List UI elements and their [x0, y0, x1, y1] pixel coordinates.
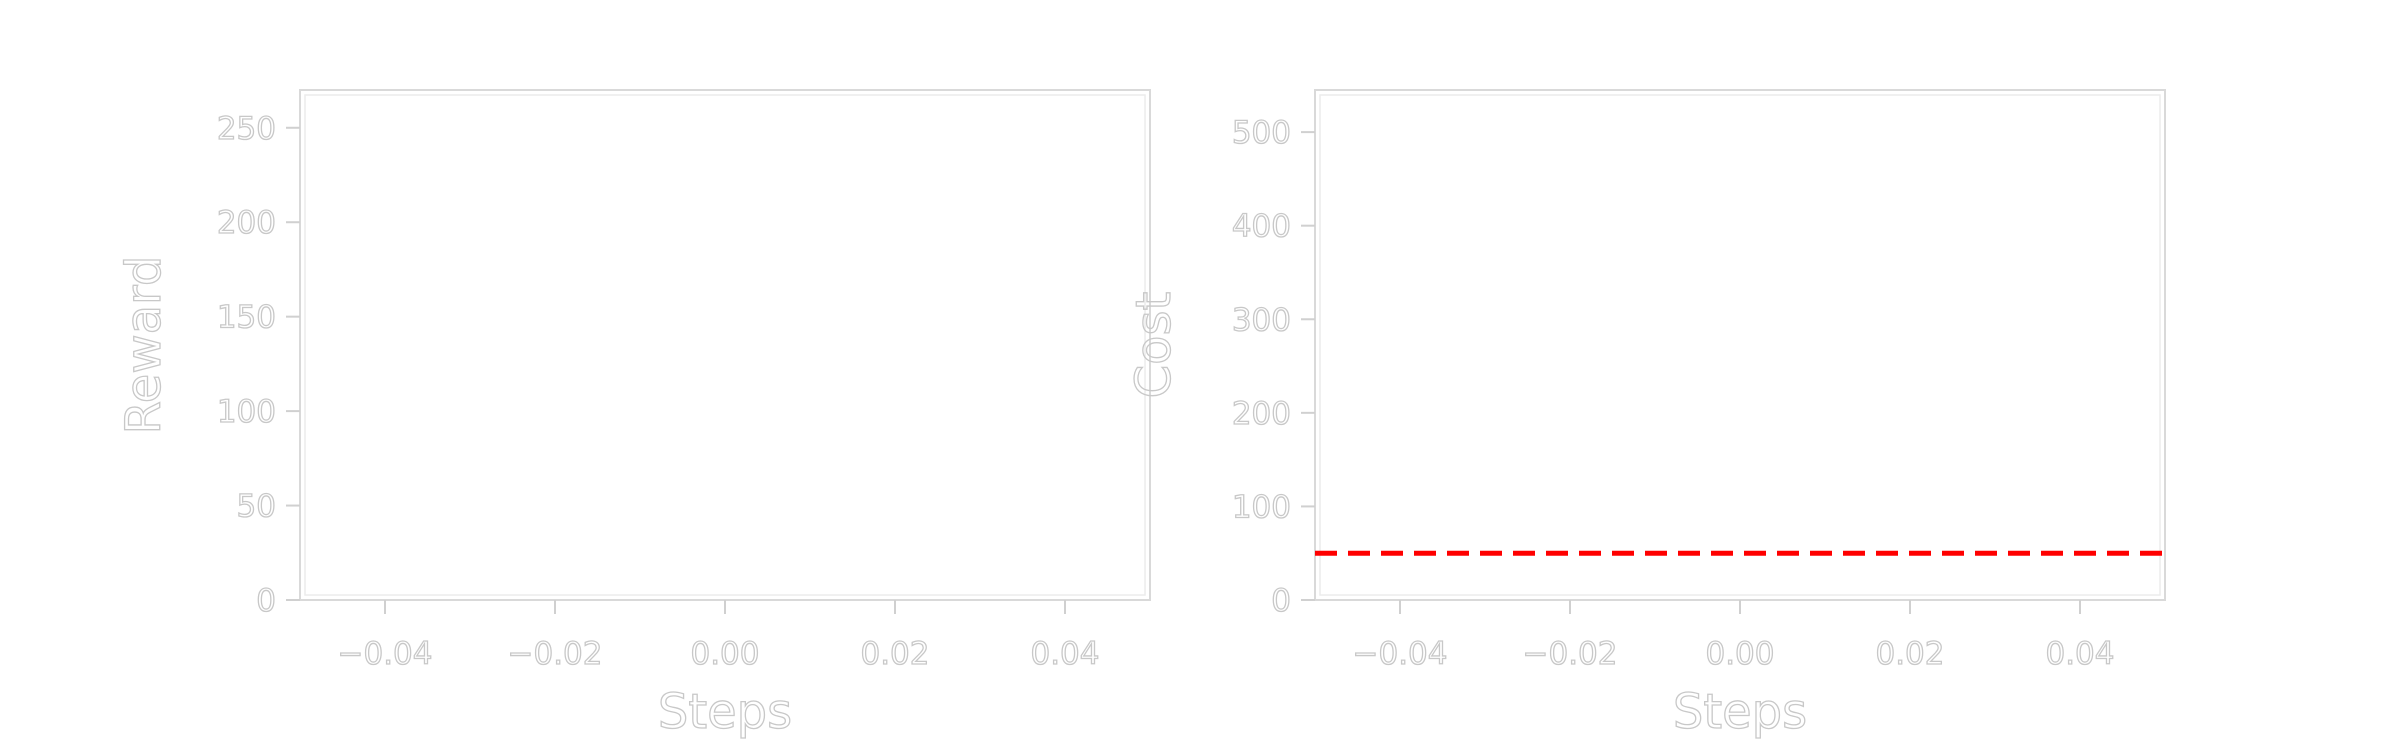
cost-ytick-label: 200: [1232, 396, 1291, 432]
reward-y-axis-label: Reward: [116, 256, 172, 435]
reward-ytick-label: 0: [256, 583, 276, 619]
cost-ytick-label: 100: [1232, 489, 1291, 525]
reward-xtick-label: 0.02: [860, 636, 929, 672]
reward-ytick-label: 250: [217, 111, 276, 147]
cost-xtick-label: 0.02: [1875, 636, 1944, 672]
reward-xtick-label: 0.04: [1030, 636, 1099, 672]
cost-ytick-label: 300: [1232, 302, 1291, 338]
reward-ytick-label: 50: [237, 489, 276, 525]
reward-xtick-label: −0.04: [338, 636, 433, 672]
reward-panel: 0 50 100 150 200 250 −0.04 −0.02 0.00 0.02 0.04 Ste…: [115, 89, 1151, 741]
reward-xtick-label: 0.00: [690, 636, 759, 672]
reward-ytick-label: 100: [217, 394, 276, 430]
cost-panel: 0 100 200 300 400 500 −0.04 −0.02 0.00 0.02 0.04 St…: [1125, 89, 2166, 741]
reward-ytick-label: 150: [217, 300, 276, 336]
cost-ytick-label: 0: [1271, 583, 1291, 619]
reward-plot-area: [299, 89, 1151, 601]
reward-x-axis-label: Steps: [658, 684, 792, 740]
cost-xtick-label: 0.00: [1705, 636, 1774, 672]
cost-ytick-label: 500: [1232, 115, 1291, 151]
reward-ytick-label: 200: [217, 205, 276, 241]
cost-xtick-label: 0.04: [2045, 636, 2114, 672]
cost-y-axis-label: Cost: [1126, 292, 1182, 399]
cost-xtick-label: −0.02: [1523, 636, 1618, 672]
cost-ytick-label: 400: [1232, 209, 1291, 245]
reward-plot-border: [304, 94, 1146, 596]
cost-x-axis-label: Steps: [1673, 684, 1807, 740]
reward-xtick-label: −0.02: [508, 636, 603, 672]
cost-plot-area: [1314, 89, 2166, 601]
cost-xtick-label: −0.04: [1353, 636, 1448, 672]
cost-plot-border: [1319, 94, 2161, 596]
